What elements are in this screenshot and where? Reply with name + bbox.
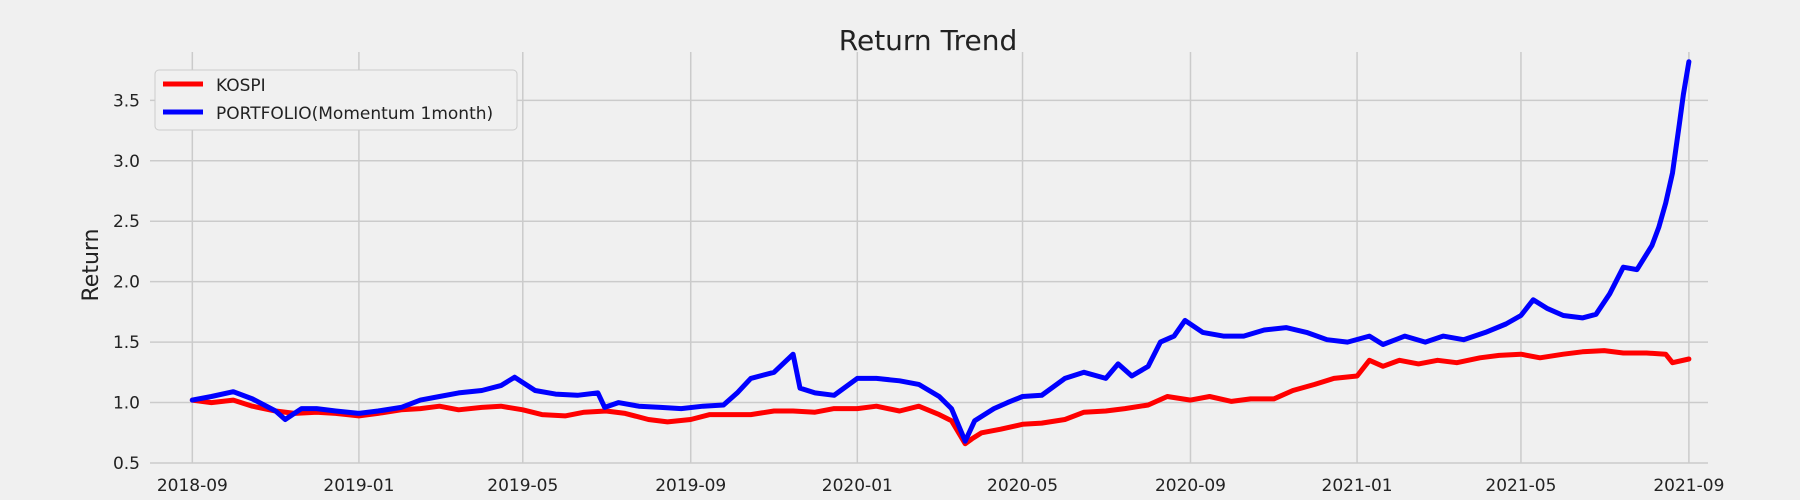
x-tick-label: 2020-09 — [1155, 476, 1226, 496]
y-axis-ticks: 0.5 1.0 1.5 2.0 2.5 3.0 3.5 — [113, 91, 140, 474]
y-tick-label: 2.0 — [113, 273, 140, 293]
x-tick-label: 2019-09 — [655, 476, 726, 496]
y-tick-label: 3.5 — [113, 91, 140, 111]
legend-label-kospi: KOSPI — [216, 76, 266, 96]
y-tick-label: 1.0 — [113, 394, 140, 414]
legend-box — [154, 69, 518, 131]
legend: KOSPI PORTFOLIO(Momentum 1month) — [154, 69, 518, 131]
x-tick-label: 2020-05 — [987, 476, 1058, 496]
x-tick-label: 2021-01 — [1322, 476, 1393, 496]
x-tick-label: 2018-09 — [157, 476, 228, 496]
x-tick-label: 2020-01 — [822, 476, 893, 496]
y-tick-label: 3.0 — [113, 152, 140, 172]
y-tick-label: 1.5 — [113, 333, 140, 353]
x-tick-label: 2019-05 — [487, 476, 558, 496]
y-tick-label: 2.5 — [113, 212, 140, 232]
y-axis-title: Return — [79, 228, 104, 301]
series-lines — [189, 59, 1692, 447]
series-line-1 — [189, 59, 1692, 444]
legend-label-portfolio: PORTFOLIO(Momentum 1month) — [216, 104, 493, 124]
x-tick-label: 2019-01 — [323, 476, 394, 496]
x-tick-label: 2021-05 — [1485, 476, 1556, 496]
y-tick-label: 0.5 — [113, 454, 140, 474]
x-tick-label: 2021-09 — [1653, 476, 1724, 496]
x-axis-ticks: 2018-09 2019-01 2019-05 2019-09 2020-01 2020-… — [157, 476, 1725, 496]
chart-title: Return Trend — [839, 24, 1017, 57]
